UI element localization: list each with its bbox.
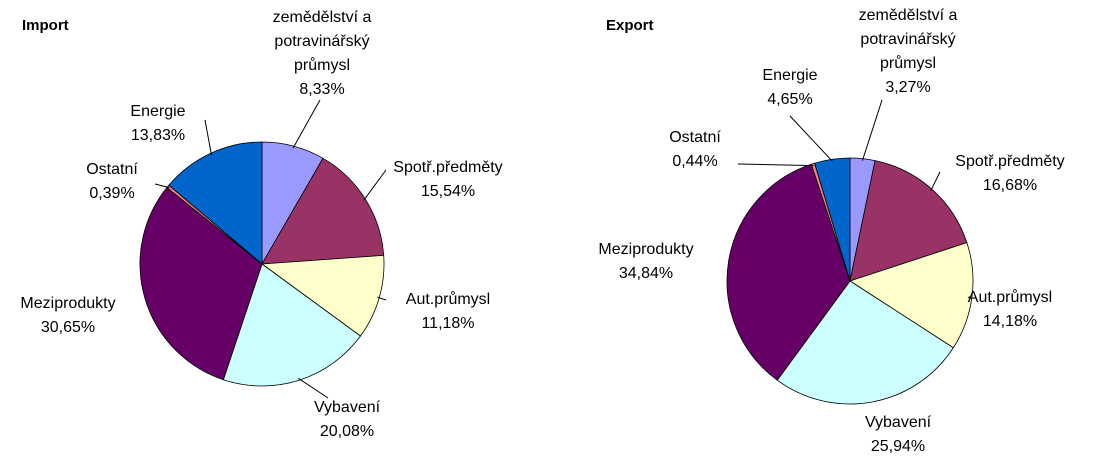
value-label: 4,65% <box>767 91 813 108</box>
leader-line <box>298 377 329 399</box>
category-label: zemědělství a potravinářský průmysl <box>858 7 958 72</box>
category-label: Spotř.předměty <box>393 159 503 176</box>
pie-slice <box>849 160 968 282</box>
pie-slice <box>849 242 974 349</box>
value-label: 3,27% <box>885 79 931 96</box>
value-label: 30,65% <box>40 319 96 336</box>
slice-label: Ostatní 0,44% <box>655 126 735 174</box>
slice-label: Vybavení 20,08% <box>297 396 397 444</box>
leader-line <box>363 169 387 201</box>
chart-title-text: Import <box>22 17 69 34</box>
slice-label: Spotř.předměty 16,68% <box>945 150 1075 198</box>
value-label: 25,94% <box>870 438 926 455</box>
leader-line <box>292 99 321 149</box>
category-label: zemědělství a potravinářský průmysl <box>272 9 372 74</box>
slice-label: Energie 4,65% <box>745 64 835 112</box>
value-label: 20,08% <box>319 423 375 440</box>
slice-label: Energie 13,83% <box>113 100 203 148</box>
value-label: 15,54% <box>420 183 476 200</box>
category-label: Ostatní <box>669 129 721 146</box>
leader-line <box>737 163 814 167</box>
value-label: 8,33% <box>299 81 345 98</box>
slice-label: Meziprodukty 30,65% <box>8 292 128 340</box>
pie-slice <box>222 263 362 387</box>
leader-line <box>861 99 883 161</box>
chart-title-text: Export <box>606 17 654 34</box>
category-label: Ostatní <box>86 161 138 178</box>
value-label: 0,39% <box>89 185 135 202</box>
pie-slice <box>776 280 954 405</box>
category-label: Vybavení <box>313 399 381 416</box>
category-label: Meziprodukty <box>20 295 116 312</box>
leader-line <box>930 171 941 192</box>
category-label: Vybavení <box>864 414 932 431</box>
pie-slice <box>261 157 385 265</box>
category-label: Aut.průmysl <box>967 289 1053 306</box>
leader-line <box>789 115 833 162</box>
value-label: 14,18% <box>982 313 1038 330</box>
value-label: 11,18% <box>421 315 475 332</box>
slice-label: Aut.průmysl 14,18% <box>950 286 1070 334</box>
pie-slice <box>726 163 851 381</box>
category-label: Meziprodukty <box>598 241 694 258</box>
leader-line <box>204 119 212 156</box>
slice-label: Aut.průmysl 11,18% <box>388 288 508 336</box>
category-label: Spotř.předměty <box>955 153 1065 170</box>
leader-line <box>967 296 971 299</box>
slice-label: zemědělství a potravinářský průmysl 3,27% <box>846 4 971 100</box>
slice-label: Vybavení 25,94% <box>848 411 948 459</box>
pie-slice <box>139 186 263 381</box>
leader-line <box>377 296 387 301</box>
slice-label: Meziprodukty 34,84% <box>586 238 706 286</box>
category-label: Energie <box>762 67 818 84</box>
value-label: 16,68% <box>982 177 1038 194</box>
slice-label: Ostatní 0,39% <box>72 158 152 206</box>
slice-label: Spotř.předměty 15,54% <box>383 156 513 204</box>
pie-slice <box>814 157 851 282</box>
value-label: 13,83% <box>130 127 186 144</box>
value-label: 0,44% <box>672 153 718 170</box>
category-label: Energie <box>130 103 186 120</box>
leader-line <box>154 183 170 189</box>
slice-label: zemědělství a potravinářský průmysl 8,33% <box>260 6 385 102</box>
value-label: 34,84% <box>618 265 674 282</box>
chart-title: Export <box>606 17 654 34</box>
category-label: Aut.průmysl <box>405 291 491 308</box>
chart-title: Import <box>22 17 69 34</box>
